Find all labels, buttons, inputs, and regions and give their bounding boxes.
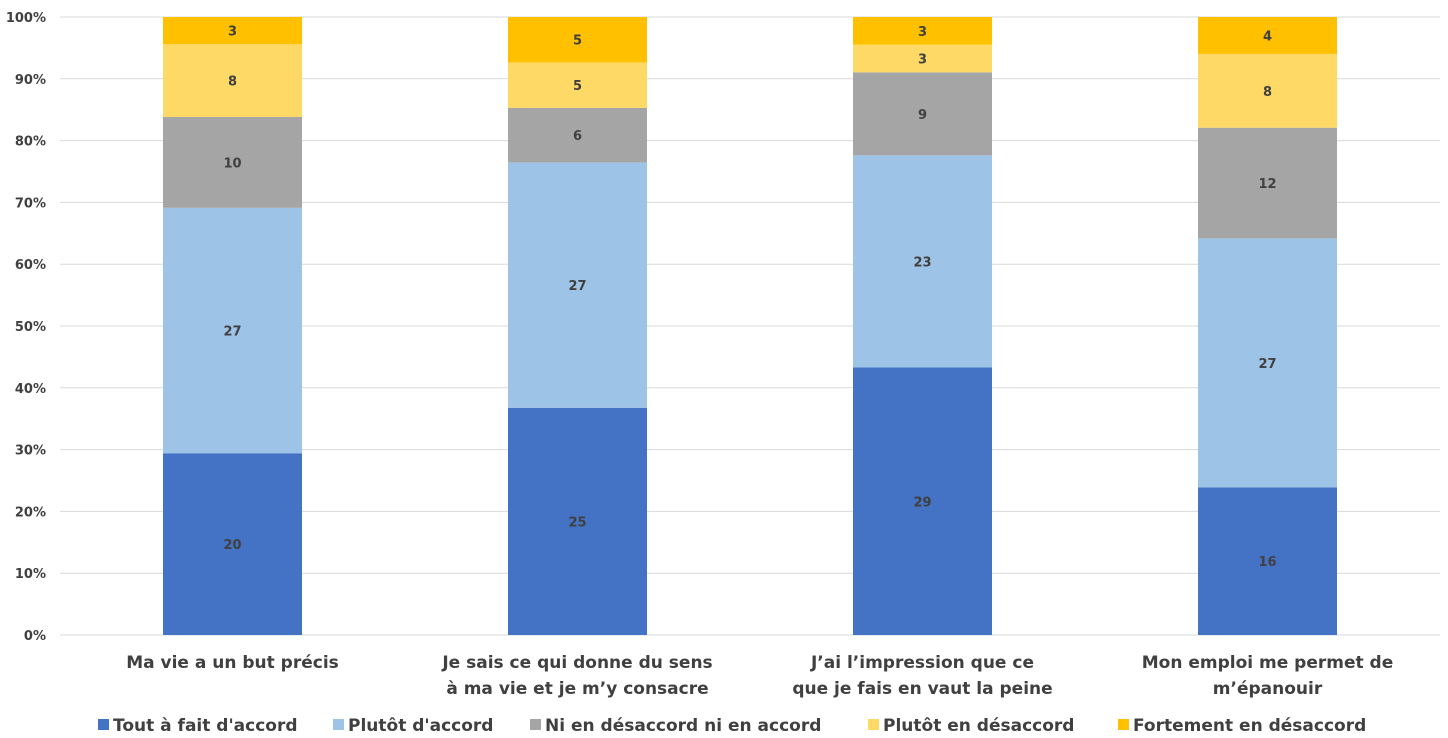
data-label: 8 <box>228 75 237 90</box>
bar-segment <box>853 155 992 368</box>
bar-segment <box>508 17 647 63</box>
data-label: 25 <box>568 515 586 530</box>
legend-swatch <box>1118 719 1129 730</box>
category-label: m’épanouir <box>1213 679 1323 699</box>
legend-label: Fortement en désaccord <box>1133 716 1366 736</box>
category-label: que je fais en vaut la peine <box>792 679 1052 699</box>
bar-segment <box>163 207 302 454</box>
data-label: 12 <box>1258 177 1276 192</box>
bar-segment <box>853 367 992 635</box>
bar-segment <box>163 116 302 208</box>
data-label: 4 <box>1263 29 1272 44</box>
bars <box>163 17 1337 635</box>
data-label: 23 <box>913 255 931 270</box>
y-tick-label: 80% <box>15 135 46 150</box>
bar-segment <box>853 72 992 156</box>
bar-segment <box>163 453 302 635</box>
bar-segment <box>163 44 302 117</box>
data-label: 8 <box>1263 85 1272 100</box>
category-label: à ma vie et je m’y consacre <box>446 679 708 699</box>
data-label: 9 <box>918 108 927 123</box>
y-tick-label: 70% <box>15 196 46 211</box>
data-label: 27 <box>1258 357 1276 372</box>
data-label: 5 <box>573 34 582 49</box>
y-tick-label: 20% <box>15 505 46 520</box>
bar-segment <box>1198 127 1337 239</box>
category-label: J’ai l’impression que ce <box>810 653 1034 673</box>
y-tick-label: 10% <box>15 567 46 582</box>
bar-segment <box>508 107 647 163</box>
category-label: Mon emploi me permet de <box>1142 653 1394 673</box>
y-tick-label: 90% <box>15 73 46 88</box>
y-tick-label: 0% <box>24 629 46 644</box>
data-label: 16 <box>1258 555 1276 570</box>
legend-label: Tout à fait d'accord <box>113 716 298 736</box>
y-tick-label: 50% <box>15 320 46 335</box>
legend-swatch <box>333 719 344 730</box>
y-tick-label: 30% <box>15 444 46 459</box>
legend-label: Ni en désaccord ni en accord <box>545 716 821 736</box>
legend-swatch <box>868 719 879 730</box>
data-label: 3 <box>918 53 927 68</box>
data-label: 6 <box>573 129 582 144</box>
y-tick-label: 40% <box>15 382 46 397</box>
bar-segment <box>1198 17 1337 54</box>
data-label: 20 <box>223 538 241 553</box>
bar-segment <box>853 17 992 45</box>
y-axis: 0% 10% 20% 30% 40% 50% 60% 70% 80% 90% 100% <box>6 11 46 644</box>
data-label: 29 <box>913 495 931 510</box>
data-label: 3 <box>918 25 927 40</box>
data-label: 5 <box>573 79 582 94</box>
legend-label: Plutôt d'accord <box>348 716 493 736</box>
legend: Tout à fait d'accord Plutôt d'accord Ni en… <box>98 716 1366 736</box>
data-label: 10 <box>223 156 241 171</box>
bar-segment <box>1198 238 1337 488</box>
data-labels: 20 27 10 8 3 25 27 6 5 5 29 23 9 3 3 16 27 12 8 4 <box>223 25 1276 571</box>
data-label: 3 <box>228 25 237 40</box>
bar-segment <box>853 44 992 73</box>
bar-segment <box>508 162 647 408</box>
data-label: 27 <box>568 279 586 294</box>
bar-segment <box>1198 487 1337 635</box>
bar-segment <box>163 17 302 45</box>
legend-swatch <box>98 719 109 730</box>
y-tick-label: 100% <box>6 11 46 26</box>
category-label: Ma vie a un but précis <box>126 653 339 673</box>
y-tick-label: 60% <box>15 258 46 273</box>
category-label: Je sais ce qui donne du sens <box>441 653 712 673</box>
bar-segment <box>508 62 647 108</box>
bar-segment <box>1198 53 1337 128</box>
legend-swatch <box>530 719 541 730</box>
bar-segment <box>508 407 647 635</box>
legend-label: Plutôt en désaccord <box>883 716 1074 736</box>
x-axis: Ma vie a un but précis Je sais ce qui don… <box>126 653 1393 699</box>
data-label: 27 <box>223 325 241 340</box>
